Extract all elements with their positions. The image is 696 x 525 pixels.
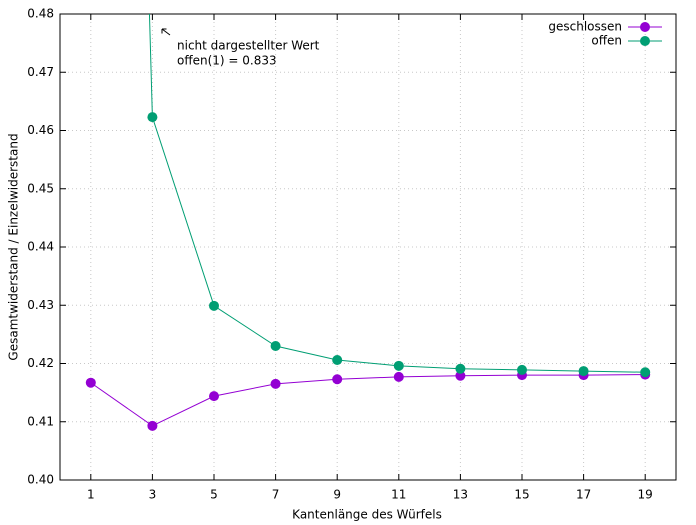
point xyxy=(270,341,281,352)
point xyxy=(270,378,281,389)
point xyxy=(147,420,158,431)
y-tick-label: 0.42 xyxy=(27,356,54,370)
y-tick-label: 0.40 xyxy=(27,473,54,487)
x-tick-label: 3 xyxy=(149,488,157,502)
legend-marker xyxy=(640,36,650,46)
point xyxy=(85,377,96,388)
x-tick-label: 15 xyxy=(514,488,529,502)
y-tick-label: 0.45 xyxy=(27,181,54,195)
point xyxy=(332,355,343,366)
y-tick-label: 0.47 xyxy=(27,65,54,79)
point xyxy=(393,371,404,382)
point xyxy=(332,374,343,385)
point xyxy=(455,370,466,381)
x-tick-label: 1 xyxy=(87,488,95,502)
point xyxy=(455,363,466,374)
annotation-arrow xyxy=(161,28,171,36)
legend-label: offen xyxy=(591,34,622,48)
y-tick-label: 0.43 xyxy=(27,298,54,312)
y-axis-label: Gesamtwiderstand / Einzelwiderstand xyxy=(7,133,21,360)
point xyxy=(147,112,158,123)
x-tick-label: 7 xyxy=(272,488,280,502)
legend-label: geschlossen xyxy=(548,20,622,34)
annotation: offen(1) = 0.833 xyxy=(177,54,277,68)
point xyxy=(209,391,219,402)
point xyxy=(640,367,651,378)
plot-area xyxy=(85,14,651,431)
point xyxy=(209,300,219,311)
plot-frame xyxy=(59,13,677,481)
y-tick-label: 0.48 xyxy=(27,7,54,21)
y-tick-label: 0.46 xyxy=(27,123,54,137)
point xyxy=(578,366,589,377)
series-line xyxy=(90,374,646,427)
annotation: nicht dargestellter Wert xyxy=(177,39,320,53)
x-tick-label: 11 xyxy=(391,488,406,502)
x-axis-label: Kantenlänge des Würfels xyxy=(292,508,442,522)
y-tick-label: 0.44 xyxy=(27,240,54,254)
y-tick-label: 0.41 xyxy=(27,414,54,428)
legend-marker xyxy=(640,22,650,32)
x-tick-label: 19 xyxy=(638,488,653,502)
point xyxy=(393,360,404,371)
x-tick-label: 5 xyxy=(210,488,218,502)
x-tick-label: 9 xyxy=(333,488,341,502)
x-tick-label: 13 xyxy=(453,488,468,502)
series-line xyxy=(148,14,646,373)
point xyxy=(517,364,527,375)
x-tick-label: 17 xyxy=(576,488,591,502)
